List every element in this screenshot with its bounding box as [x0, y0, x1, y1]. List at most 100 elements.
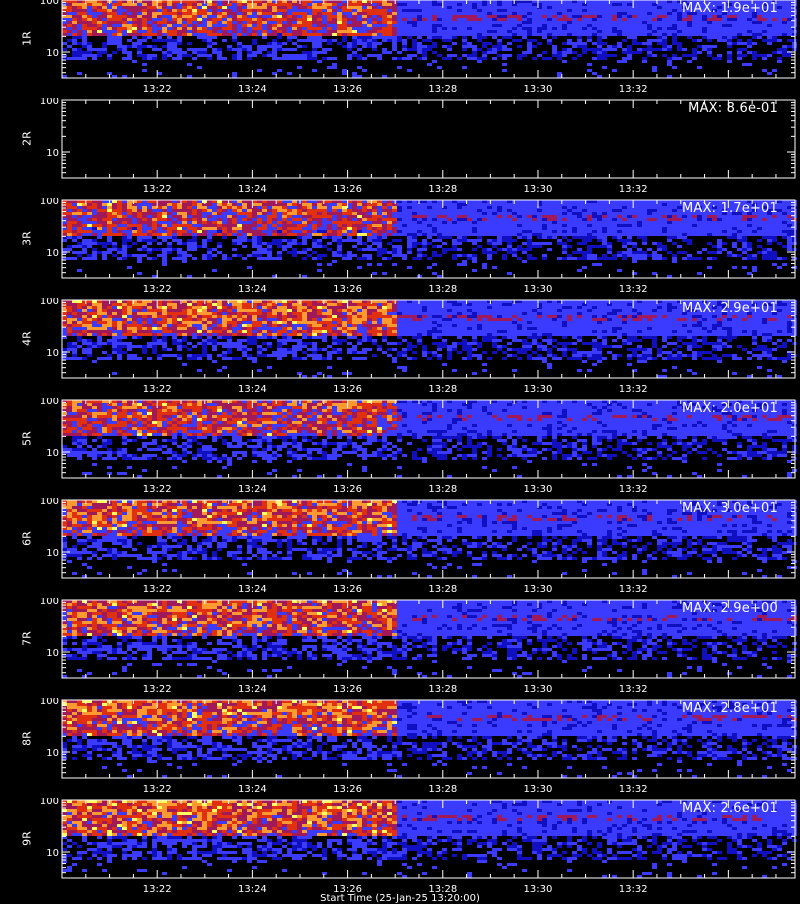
max-value-label: MAX: 8.6e-01 [688, 101, 778, 116]
x-tick-label: 13:22 [143, 684, 172, 695]
panel-label: 7R [21, 626, 34, 652]
spectrogram-panel-6r: 100 10 13:22 13:24 13:26 13:28 13:30 13:32 6R MAX… [0, 498, 800, 598]
x-tick-label: 13:24 [238, 184, 267, 195]
panel-plot: 100 10 13:22 13:24 13:26 13:28 13:30 13:32 [0, 0, 800, 98]
x-tick-label: 13:26 [333, 84, 362, 95]
panel-label: 1R [21, 26, 34, 52]
y-tick-label: 100 [40, 398, 59, 407]
y-tick-label: 10 [46, 48, 59, 59]
max-value-label: MAX: 1.9e+01 [682, 1, 778, 16]
y-tick-label: 100 [40, 298, 59, 307]
x-tick-label: 13:30 [524, 684, 553, 695]
y-tick-label: 100 [40, 798, 59, 807]
plot-frame [62, 100, 795, 178]
y-tick-label: 100 [40, 98, 59, 107]
panel-label: 4R [21, 326, 34, 352]
x-tick-label: 13:28 [428, 684, 457, 695]
x-tick-label: 13:26 [333, 184, 362, 195]
x-tick-label: 13:28 [428, 284, 457, 295]
x-tick-label: 13:30 [524, 184, 553, 195]
x-tick-label: 13:24 [238, 684, 267, 695]
y-tick-label: 100 [40, 598, 59, 607]
x-tick-label: 13:28 [428, 84, 457, 95]
x-tick-label: 13:28 [428, 484, 457, 495]
panel-plot: 100 10 13:22 13:24 13:26 13:28 13:30 13:32 [0, 398, 800, 498]
y-tick-label: 10 [46, 848, 59, 859]
x-tick-label: 13:22 [143, 784, 172, 795]
max-value-label: MAX: 1.7e+01 [682, 201, 778, 216]
x-tick-label: 13:26 [333, 484, 362, 495]
x-tick-label: 13:32 [619, 584, 648, 595]
y-tick-label: 10 [46, 348, 59, 359]
y-tick-label: 100 [40, 498, 59, 507]
max-value-label: MAX: 2.9e+00 [682, 601, 778, 616]
max-value-label: MAX: 3.0e+01 [682, 501, 778, 516]
max-value-label: MAX: 2.0e+01 [682, 401, 778, 416]
panel-label: 3R [21, 226, 34, 252]
x-tick-label: 13:28 [428, 184, 457, 195]
x-tick-label: 13:24 [238, 484, 267, 495]
x-tick-label: 13:24 [238, 284, 267, 295]
x-tick-label: 13:32 [619, 484, 648, 495]
x-tick-label: 13:32 [619, 284, 648, 295]
x-tick-label: 13:28 [428, 784, 457, 795]
y-tick-label: 10 [46, 648, 59, 659]
x-tick-label: 13:22 [143, 384, 172, 395]
x-tick-label: 13:24 [238, 584, 267, 595]
y-tick-label: 10 [46, 248, 59, 259]
x-tick-label: 13:30 [524, 484, 553, 495]
panel-label: 2R [21, 126, 34, 152]
x-tick-label: 13:26 [333, 384, 362, 395]
x-tick-label: 13:22 [143, 284, 172, 295]
x-tick-label: 13:28 [428, 584, 457, 595]
spectrogram-panel-2r: 100 10 13:22 13:24 13:26 13:28 13:30 13:32 2R MAX… [0, 98, 800, 198]
x-tick-label: 13:22 [143, 584, 172, 595]
y-tick-label: 10 [46, 748, 59, 759]
x-tick-label: 13:26 [333, 584, 362, 595]
max-value-label: MAX: 2.8e+01 [682, 701, 778, 716]
x-tick-label: 13:30 [524, 84, 553, 95]
panel-plot: 100 10 13:22 13:24 13:26 13:28 13:30 13:32 [0, 598, 800, 698]
spectrogram-panel-1r: 100 10 13:22 13:24 13:26 13:28 13:30 13:32 1R MAX… [0, 0, 800, 98]
x-tick-label: 13:24 [238, 84, 267, 95]
spectrogram-panel-7r: 100 10 13:22 13:24 13:26 13:28 13:30 13:32 7R MAX… [0, 598, 800, 698]
y-tick-label: 10 [46, 448, 59, 459]
x-tick-label: 13:26 [333, 784, 362, 795]
x-tick-label: 13:30 [524, 284, 553, 295]
panel-label: 9R [21, 826, 34, 852]
x-axis-title: Start Time (25-Jan-25 13:20:00) [0, 893, 800, 904]
y-tick-label: 100 [40, 698, 59, 707]
x-tick-label: 13:24 [238, 384, 267, 395]
x-tick-label: 13:24 [238, 784, 267, 795]
x-tick-label: 13:22 [143, 84, 172, 95]
panel-label: 8R [21, 726, 34, 752]
x-tick-label: 13:26 [333, 684, 362, 695]
x-tick-label: 13:22 [143, 484, 172, 495]
panel-plot: 100 10 13:22 13:24 13:26 13:28 13:30 13:32 [0, 98, 800, 198]
y-tick-label: 100 [40, 0, 59, 7]
panel-plot: 100 10 13:22 13:24 13:26 13:28 13:30 13:32 [0, 498, 800, 598]
x-tick-label: 13:22 [143, 184, 172, 195]
y-tick-label: 10 [46, 148, 59, 159]
y-tick-label: 10 [46, 548, 59, 559]
x-tick-label: 13:32 [619, 84, 648, 95]
max-value-label: MAX: 2.6e+01 [682, 801, 778, 816]
x-tick-label: 13:32 [619, 184, 648, 195]
panel-label: 5R [21, 426, 34, 452]
spectrogram-panel-5r: 100 10 13:22 13:24 13:26 13:28 13:30 13:32 5R MAX… [0, 398, 800, 498]
x-tick-label: 13:32 [619, 684, 648, 695]
x-tick-label: 13:32 [619, 384, 648, 395]
x-tick-label: 13:32 [619, 784, 648, 795]
x-tick-label: 13:30 [524, 384, 553, 395]
x-tick-label: 13:30 [524, 584, 553, 595]
panel-label: 6R [21, 526, 34, 552]
